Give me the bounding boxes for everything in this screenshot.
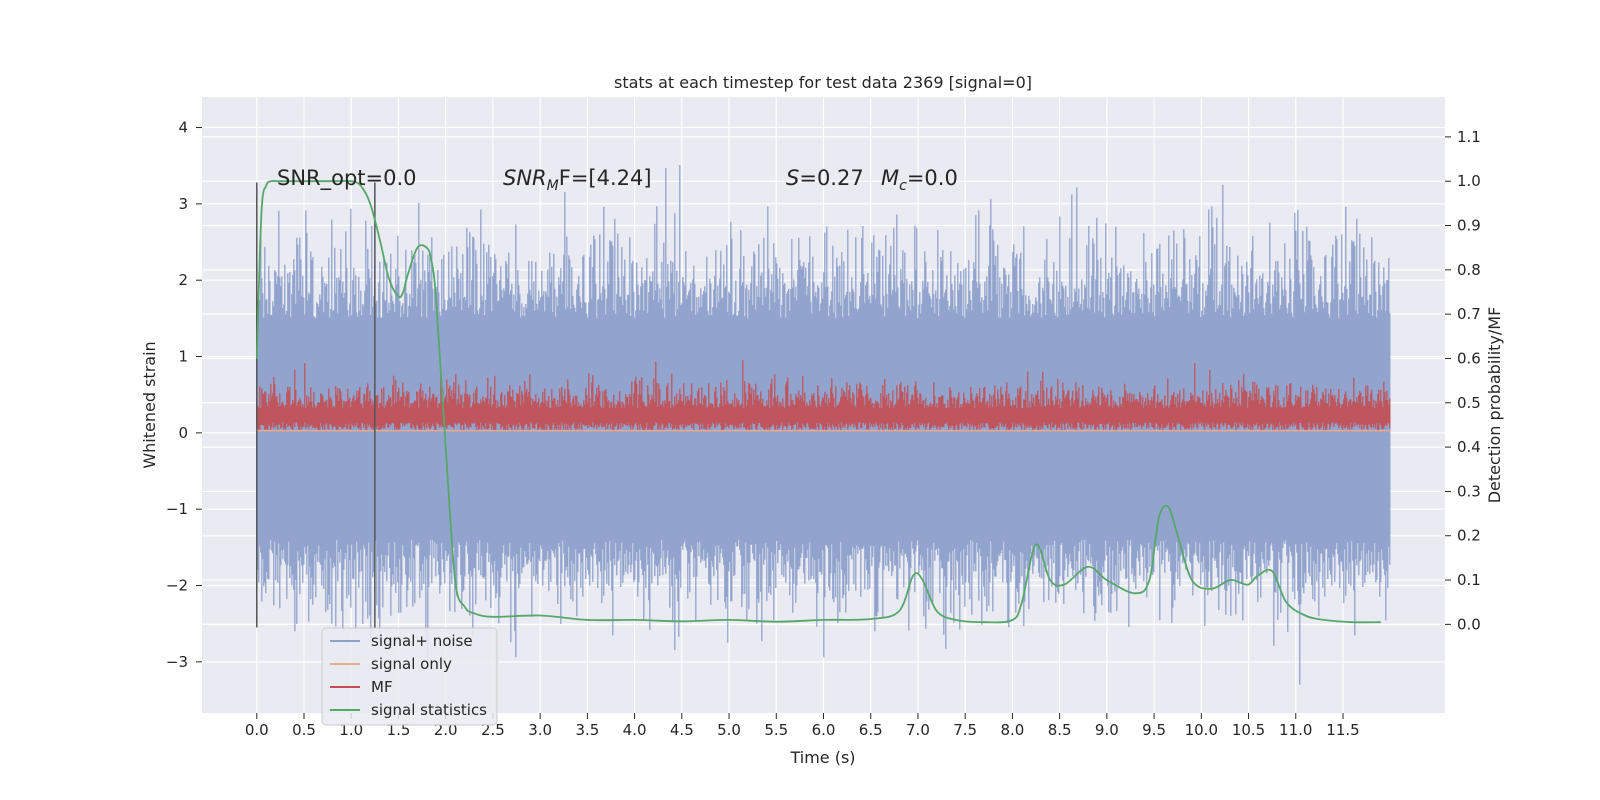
x-tick-label: 0.0: [245, 721, 269, 739]
legend-label-signal-only: signal only: [371, 655, 452, 673]
annotation-mc: Mc=0.0: [881, 166, 958, 194]
y-tick-label-right: 0.1: [1457, 571, 1481, 589]
y-tick-label-left: −3: [166, 653, 188, 671]
annotation-mc-rest: =0.0: [907, 166, 958, 190]
x-tick-label: 8.5: [1048, 721, 1072, 739]
annotation-snr-opt: SNR_opt=0.0: [277, 166, 417, 191]
x-tick-label: 9.0: [1095, 721, 1119, 739]
tick-labels: 0.0 0.5 1.0 1.5 2.0 2.5 3.0 3.5 4.0 4.5 5.0 5.5 6.0 6…: [166, 119, 1481, 739]
annotation-snr-mf-rest: F=[4.24]: [559, 166, 652, 190]
annotation-mc-main: M: [881, 166, 899, 190]
marker-lines: [256, 182, 376, 628]
series-signal-statistics: [255, 179, 1381, 624]
x-axis-label: Time (s): [789, 748, 855, 767]
annotation-mc-sub: c: [899, 178, 907, 194]
x-tick-label: 10.0: [1185, 721, 1218, 739]
y-axis-label-left: Whitened strain: [140, 341, 159, 468]
y-tick-label-right: 0.0: [1457, 615, 1481, 633]
y-tick-label-right: 0.9: [1457, 217, 1481, 235]
x-tick-label: 11.5: [1326, 721, 1359, 739]
x-tick-label: 5.5: [764, 721, 788, 739]
x-tick-label: 9.5: [1142, 721, 1166, 739]
x-tick-label: 0.5: [292, 721, 316, 739]
x-tick-label: 3.0: [528, 721, 552, 739]
x-tick-label: 10.5: [1232, 721, 1265, 739]
y-tick-label-right: 0.7: [1457, 305, 1481, 323]
y-tick-label-left: 0: [178, 424, 188, 442]
y-tick-label-right: 1.1: [1457, 128, 1481, 146]
y-tick-label-right: 0.3: [1457, 482, 1481, 500]
y-tick-label-right: 1.0: [1457, 172, 1481, 190]
x-tick-label: 4.0: [623, 721, 647, 739]
y-tick-label-right: 0.6: [1457, 349, 1481, 367]
annotation-snr-mf-sub: M: [547, 178, 559, 194]
y-tick-label-left: 2: [178, 271, 188, 289]
annotation-s-main: S: [786, 166, 799, 190]
y-tick-label-left: −1: [166, 500, 188, 518]
annotation-snr-mf-main: SNR: [503, 166, 547, 190]
y-tick-label-left: 4: [178, 119, 188, 137]
annotation-s: S=0.27: [786, 166, 864, 190]
signal-statistics-trace: [255, 179, 1381, 624]
x-tick-label: 11.0: [1279, 721, 1312, 739]
annotation-s-rest: =0.27: [799, 166, 863, 190]
x-tick-label: 7.0: [906, 721, 930, 739]
y-tick-label-right: 0.2: [1457, 527, 1481, 545]
x-tick-label: 4.5: [670, 721, 694, 739]
legend-label-mf: MF: [371, 678, 393, 696]
y-tick-label-left: −2: [166, 577, 188, 595]
legend: signal+ noise signal only MF signal stat…: [321, 627, 498, 726]
y-tick-label-left: 3: [178, 195, 188, 213]
legend-box: [321, 627, 498, 726]
y-tick-label-right: 0.4: [1457, 438, 1481, 456]
x-tick-label: 8.0: [1000, 721, 1024, 739]
y-axis-label-right: Detection probability/MF: [1485, 307, 1504, 504]
x-tick-label: 5.0: [717, 721, 741, 739]
x-tick-label: 7.5: [953, 721, 977, 739]
x-tick-label: 6.0: [812, 721, 836, 739]
annotation-snr-mf: SNRMF=[4.24]: [503, 166, 652, 194]
y-tick-label-left: 1: [178, 348, 188, 366]
legend-label-signal-noise: signal+ noise: [371, 632, 473, 650]
y-tick-label-right: 0.5: [1457, 394, 1481, 412]
chart-title: stats at each timestep for test data 236…: [614, 73, 1032, 92]
x-tick-label: 6.5: [859, 721, 883, 739]
legend-label-signal-statistics: signal statistics: [371, 701, 487, 719]
y-tick-label-right: 0.8: [1457, 261, 1481, 279]
x-tick-label: 3.5: [575, 721, 599, 739]
